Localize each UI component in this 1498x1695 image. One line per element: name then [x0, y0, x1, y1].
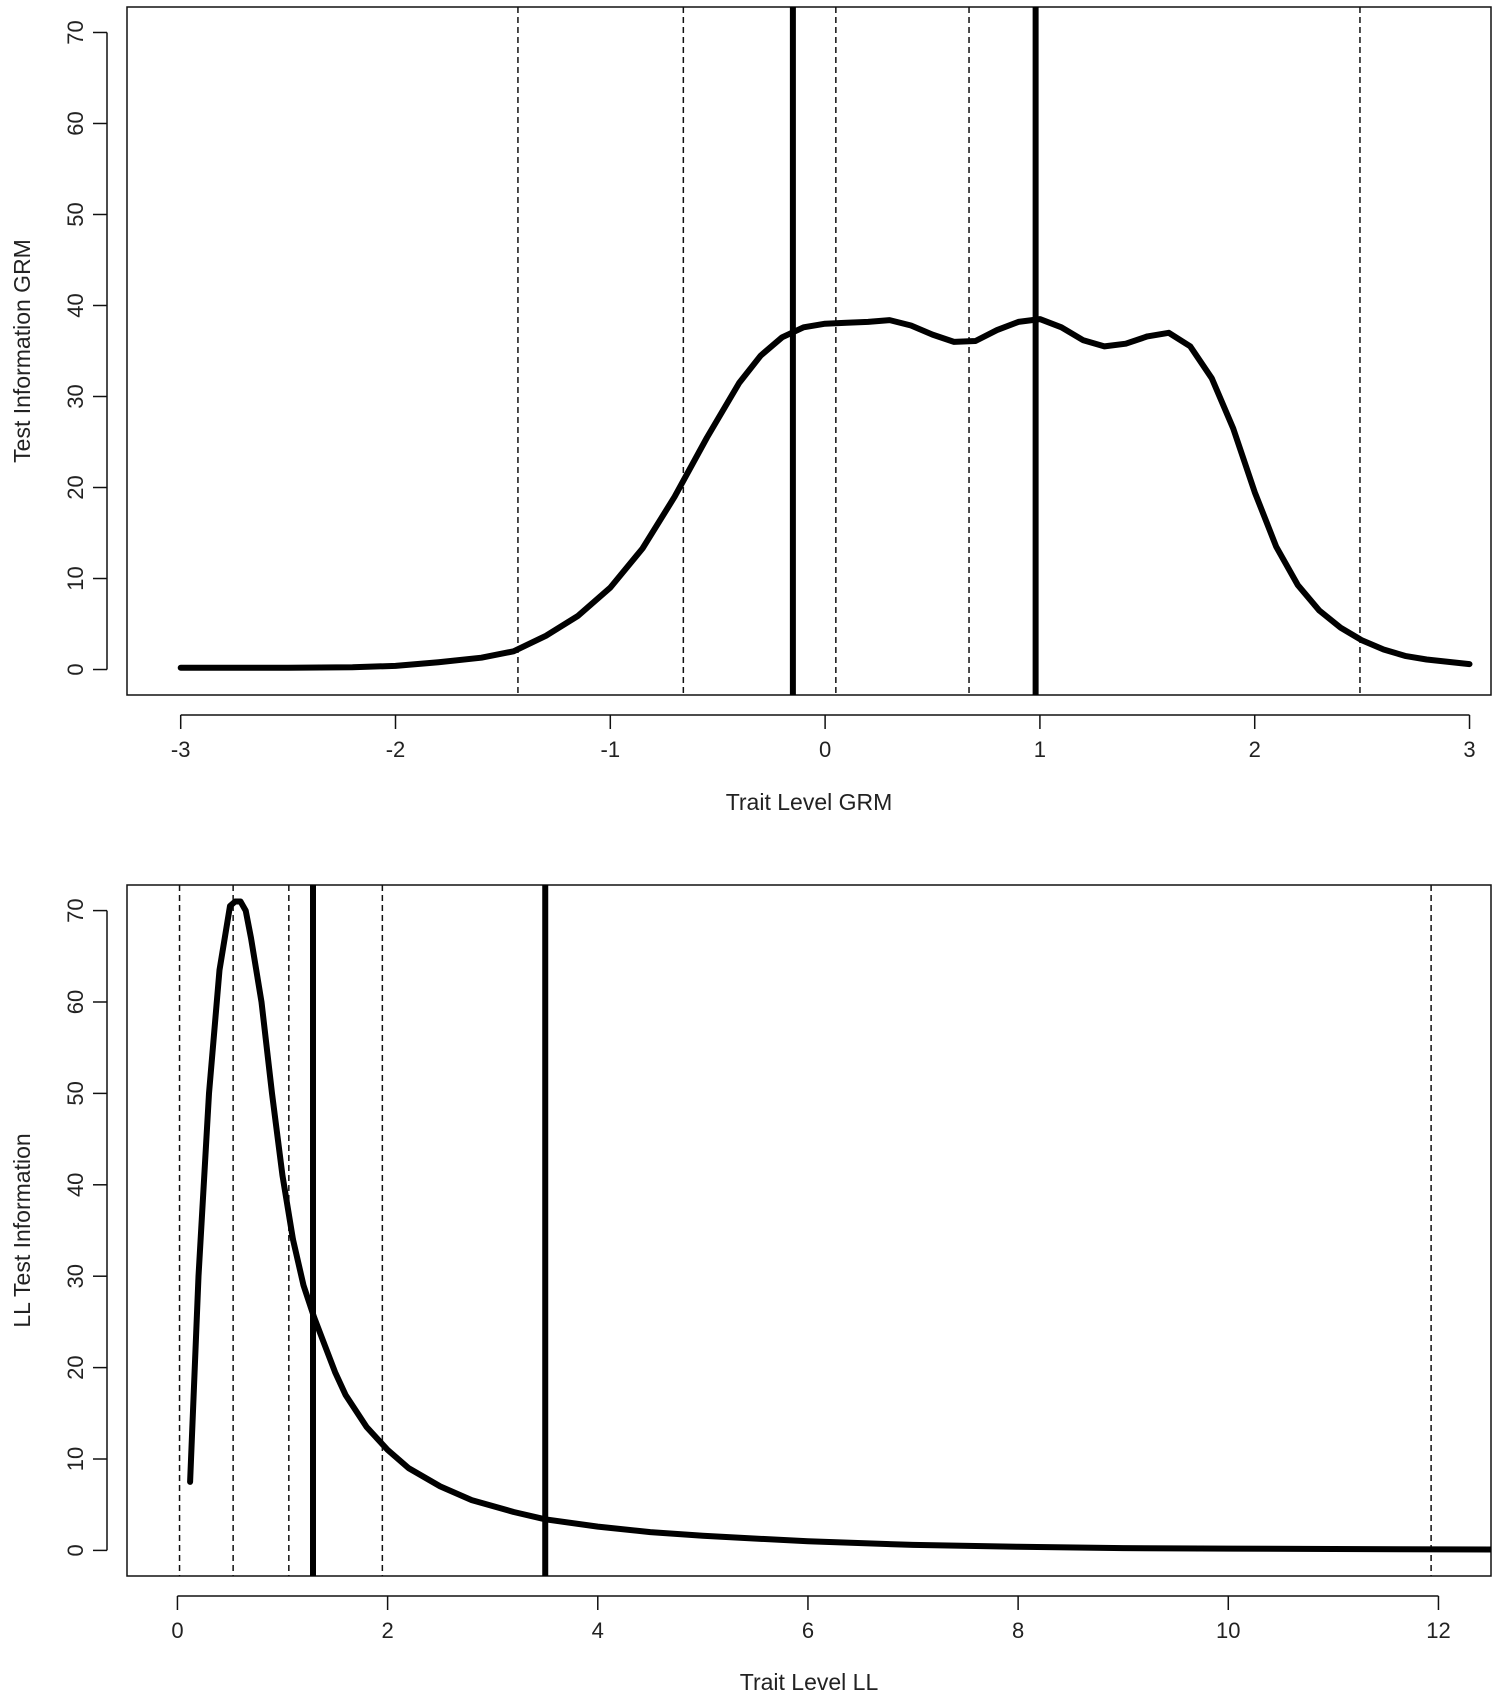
top-y-axis-title: Test Information GRM	[9, 239, 35, 463]
top-x-tick-label-6: 3	[1463, 737, 1475, 762]
bottom-x-tick-label-1: 2	[381, 1618, 393, 1643]
bottom-panel-ll: 0 2 4 6 8 10 12 0 10 20 30 40 50 60 70 Trait Level LL LL…	[9, 884, 1492, 1695]
bottom-y-tick-label-3: 30	[63, 1264, 88, 1288]
bottom-x-tick-label-3: 6	[802, 1618, 814, 1643]
bottom-x-tick-label-4: 8	[1012, 1618, 1024, 1643]
bottom-x-tick-label-2: 4	[592, 1618, 604, 1643]
top-y-tick-label-2: 20	[63, 475, 88, 499]
top-x-tick-label-3: 0	[819, 737, 831, 762]
bottom-y-tick-label-5: 50	[63, 1081, 88, 1105]
bottom-y-tick-label-4: 40	[63, 1173, 88, 1197]
top-x-tick-label-5: 2	[1249, 737, 1261, 762]
bottom-y-tick-label-6: 60	[63, 990, 88, 1014]
bottom-x-tick-label-5: 10	[1216, 1618, 1240, 1643]
bottom-y-tick-label-0: 0	[63, 1544, 88, 1556]
top-x-axis-title: Trait Level GRM	[726, 789, 893, 815]
top-y-tick-label-6: 60	[63, 111, 88, 135]
bottom-x-axis-title: Trait Level LL	[740, 1669, 879, 1695]
top-y-tick-label-3: 30	[63, 384, 88, 408]
bottom-y-tick-label-1: 10	[63, 1447, 88, 1471]
top-x-tick-label-1: -2	[386, 737, 406, 762]
bottom-y-tick-label-2: 20	[63, 1355, 88, 1379]
top-y-tick-label-7: 70	[63, 20, 88, 44]
top-x-tick-label-0: -3	[171, 737, 191, 762]
top-y-tick-label-1: 10	[63, 566, 88, 590]
top-y-tick-label-5: 50	[63, 202, 88, 226]
bottom-y-tick-label-7: 70	[63, 898, 88, 922]
top-information-curve	[177, 316, 1473, 671]
top-plot-frame	[126, 6, 1492, 696]
bottom-x-tick-label-0: 0	[171, 1618, 183, 1643]
top-y-tick-label-4: 40	[63, 293, 88, 317]
bottom-plot-frame	[126, 884, 1492, 1577]
bottom-information-curve	[187, 898, 1491, 1553]
top-x-tick-label-4: 1	[1034, 737, 1046, 762]
top-x-tick-label-2: -1	[601, 737, 621, 762]
bottom-y-axis-title: LL Test Information	[9, 1133, 35, 1327]
bottom-x-tick-label-6: 12	[1426, 1618, 1450, 1643]
top-y-tick-label-0: 0	[63, 663, 88, 675]
